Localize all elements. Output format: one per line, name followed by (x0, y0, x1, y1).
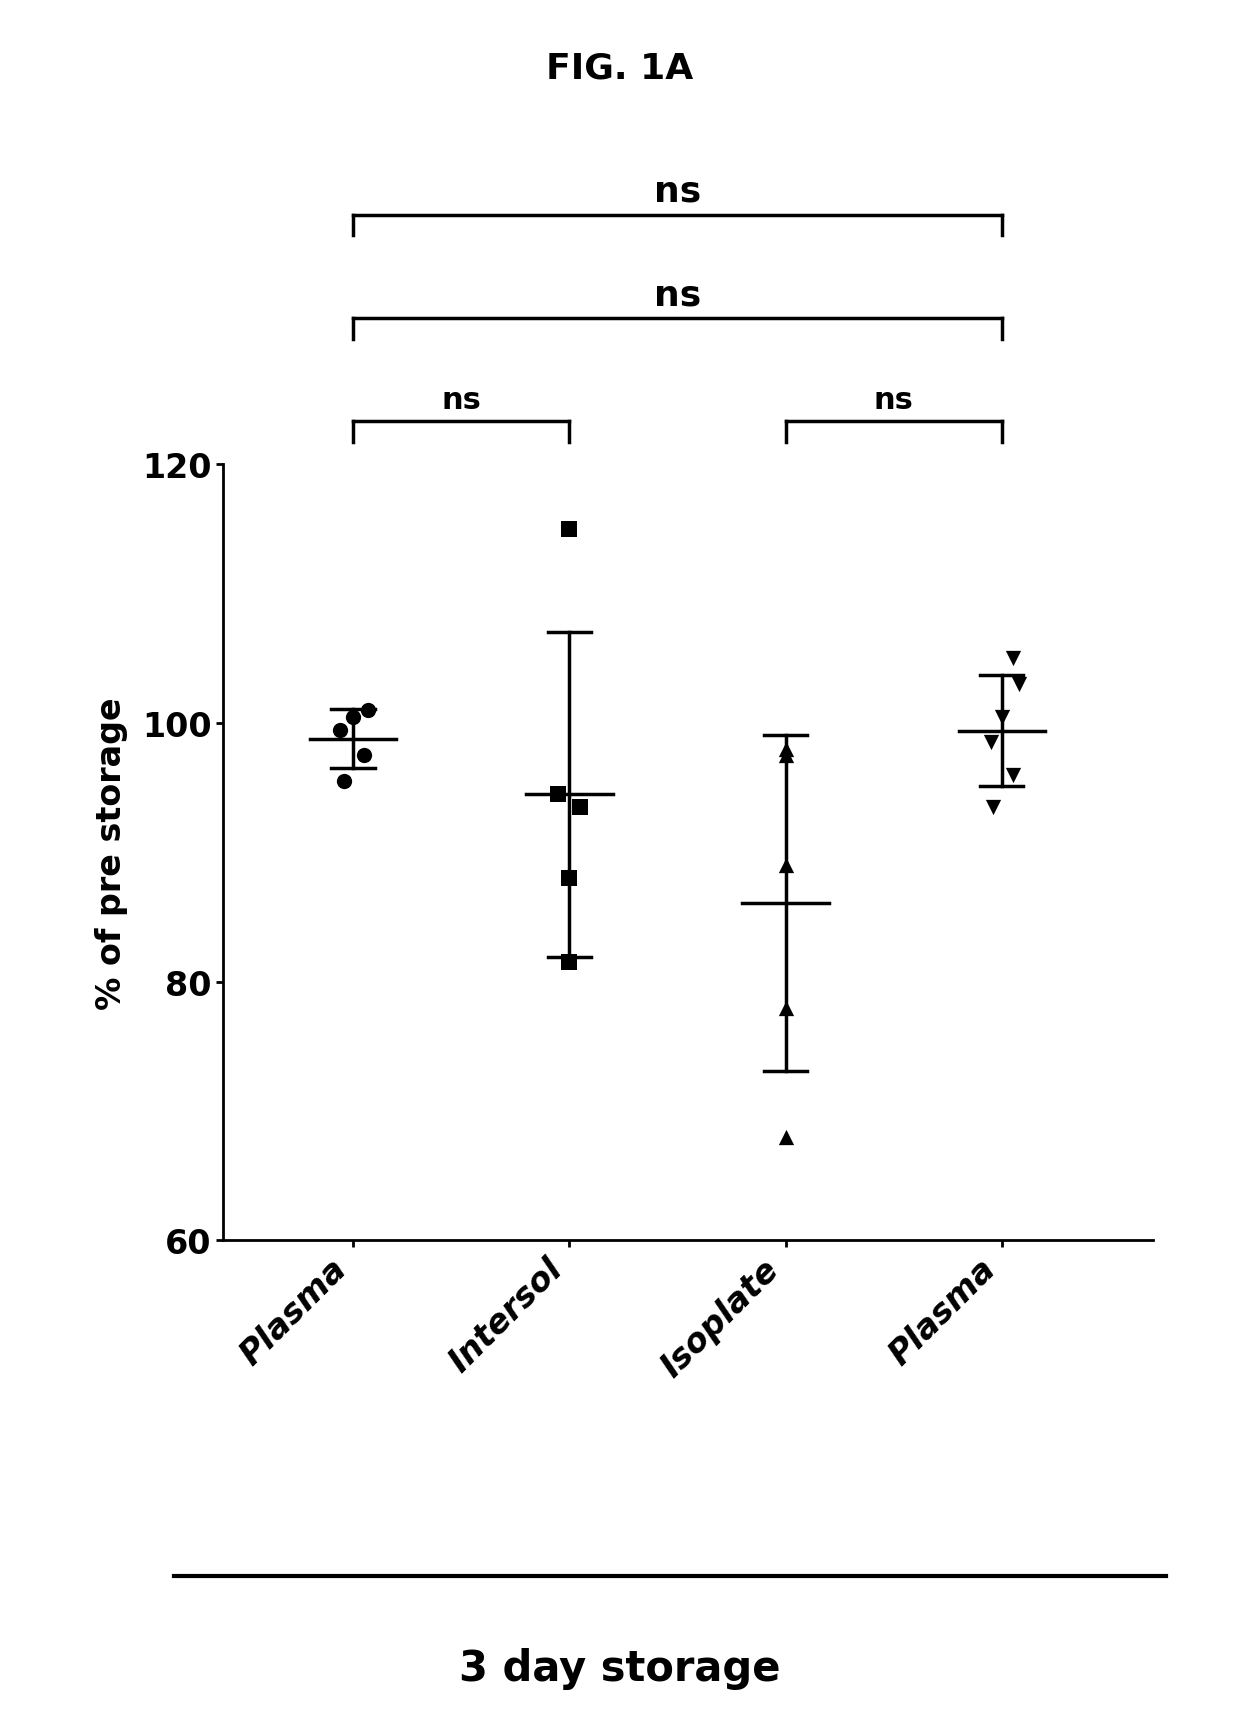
Point (981, 729, 1001, 756)
Point (358, 698, 378, 725)
Y-axis label: % of pre storage: % of pre storage (95, 696, 128, 1010)
Point (330, 717, 350, 744)
Point (775, 736, 795, 763)
Text: ns: ns (653, 277, 701, 312)
Text: 3 day storage: 3 day storage (459, 1647, 781, 1689)
Point (1003, 646, 1023, 674)
Point (343, 703, 363, 731)
Point (775, 994, 795, 1022)
Point (1003, 762, 1023, 789)
Point (983, 794, 1003, 822)
Point (775, 743, 795, 770)
Point (559, 949, 579, 977)
Point (548, 781, 568, 808)
Point (353, 743, 373, 770)
Point (570, 794, 590, 822)
Point (1009, 672, 1029, 700)
Point (775, 1123, 795, 1151)
Point (992, 703, 1012, 731)
Text: ns: ns (653, 174, 701, 208)
Point (775, 853, 795, 879)
Point (559, 517, 579, 544)
Text: ns: ns (441, 386, 481, 415)
Text: FIG. 1A: FIG. 1A (547, 52, 693, 86)
Point (559, 865, 579, 893)
Text: ns: ns (874, 386, 914, 415)
Point (335, 768, 355, 796)
